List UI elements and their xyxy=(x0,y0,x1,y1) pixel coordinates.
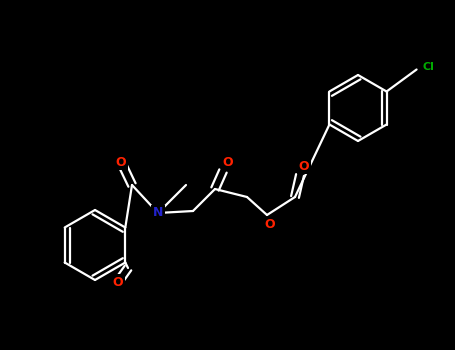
Text: O: O xyxy=(222,156,233,169)
Text: O: O xyxy=(265,218,275,231)
Text: O: O xyxy=(116,155,126,168)
Text: N: N xyxy=(153,206,163,219)
Text: O: O xyxy=(298,160,309,173)
Text: Cl: Cl xyxy=(423,62,435,71)
Text: O: O xyxy=(113,275,123,288)
